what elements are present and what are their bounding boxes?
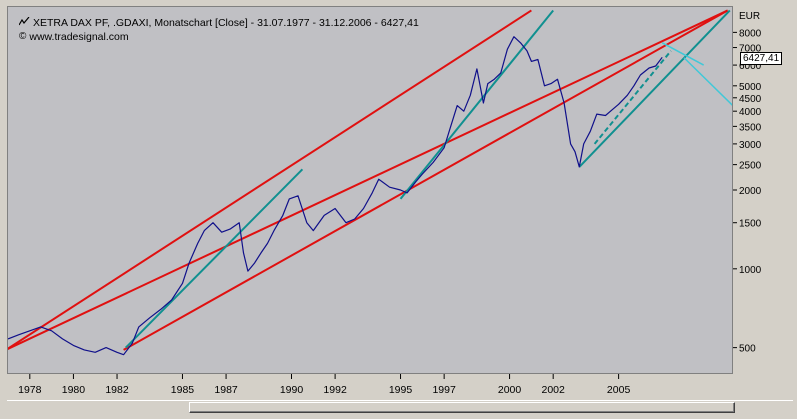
horizontal-scrollbar[interactable]: [7, 400, 793, 414]
y-tick-label-11: 7000: [739, 44, 762, 55]
price-series-line-0: [7, 36, 663, 356]
y-axis[interactable]: EUR 500 1000 1500 2000 2500 3000 3500 4000 4500 50…: [733, 6, 793, 374]
overlay-projection-line-8: [683, 57, 740, 112]
x-axis-svg: 1978 1980 1982 1985 1987 1990 1992 1995 1997 2000…: [18, 374, 631, 396]
overlay-trend-line-5: [578, 9, 731, 168]
chart-header: XETRA DAX PF, .GDAXI, Monatschart [Close…: [18, 16, 419, 44]
y-tick-label-10: 6000: [739, 61, 762, 72]
source-label: www.tradesignal.com: [29, 31, 129, 43]
x-tick-label-8: 1997: [432, 384, 456, 396]
y-tick-label-6: 3500: [739, 122, 762, 133]
line-chart-icon: [18, 16, 30, 30]
x-tick-label-11: 2005: [607, 384, 631, 396]
chart-plot-area[interactable]: XETRA DAX PF, .GDAXI, Monatschart [Close…: [5, 6, 740, 374]
x-tick-label-9: 2000: [498, 384, 522, 396]
x-tick-label-5: 1990: [280, 384, 304, 396]
y-tick-label-5: 3000: [739, 140, 762, 151]
y-tick-label-1: 1000: [739, 265, 762, 276]
y-tick-label-4: 2500: [739, 161, 762, 172]
overlay-channel-line-2: [5, 9, 532, 351]
y-tick-label-12: 8000: [739, 28, 762, 39]
y-tick-label-7: 4000: [739, 107, 762, 118]
y-tick-label-3: 2000: [739, 186, 762, 197]
y-axis-svg: EUR 500 1000 1500 2000 2500 3000 3500 4000 450050…: [733, 11, 762, 355]
overlay-trend-dashed-line-6: [593, 50, 672, 145]
x-tick-label-4: 1987: [214, 384, 238, 396]
x-axis[interactable]: 1978 1980 1982 1985 1987 1990 1992 1995 1997 2000…: [7, 374, 733, 400]
copyright-icon: ©: [19, 31, 27, 42]
overlay-channel-line-1: [123, 9, 729, 351]
overlay-trend-line-3: [125, 168, 304, 349]
x-tick-label-2: 1982: [105, 384, 129, 396]
chart-title: XETRA DAX PF, .GDAXI, Monatschart [Close…: [33, 17, 419, 29]
y-tick-label-0: 500: [739, 344, 756, 355]
x-tick-label-0: 1978: [18, 384, 42, 396]
y-tick-label-2: 1500: [739, 219, 762, 230]
x-tick-label-7: 1995: [389, 384, 413, 396]
last-price-label: 6427,41: [740, 52, 783, 65]
x-tick-label-6: 1992: [323, 384, 347, 396]
x-tick-label-1: 1980: [62, 384, 86, 396]
y-tick-label-8: 4500: [739, 94, 762, 105]
x-tick-label-10: 2002: [542, 384, 566, 396]
y-tick-label-9: 5000: [739, 82, 762, 93]
x-tick-label-3: 1985: [171, 384, 195, 396]
overlay-projection-line-7: [661, 42, 705, 66]
scrollbar-thumb[interactable]: [189, 402, 735, 413]
overlay-channel-line-0: [5, 9, 729, 351]
y-axis-currency-label: EUR: [739, 11, 760, 22]
overlay-trend-line-4: [399, 9, 554, 200]
chart-svg: [5, 9, 740, 356]
